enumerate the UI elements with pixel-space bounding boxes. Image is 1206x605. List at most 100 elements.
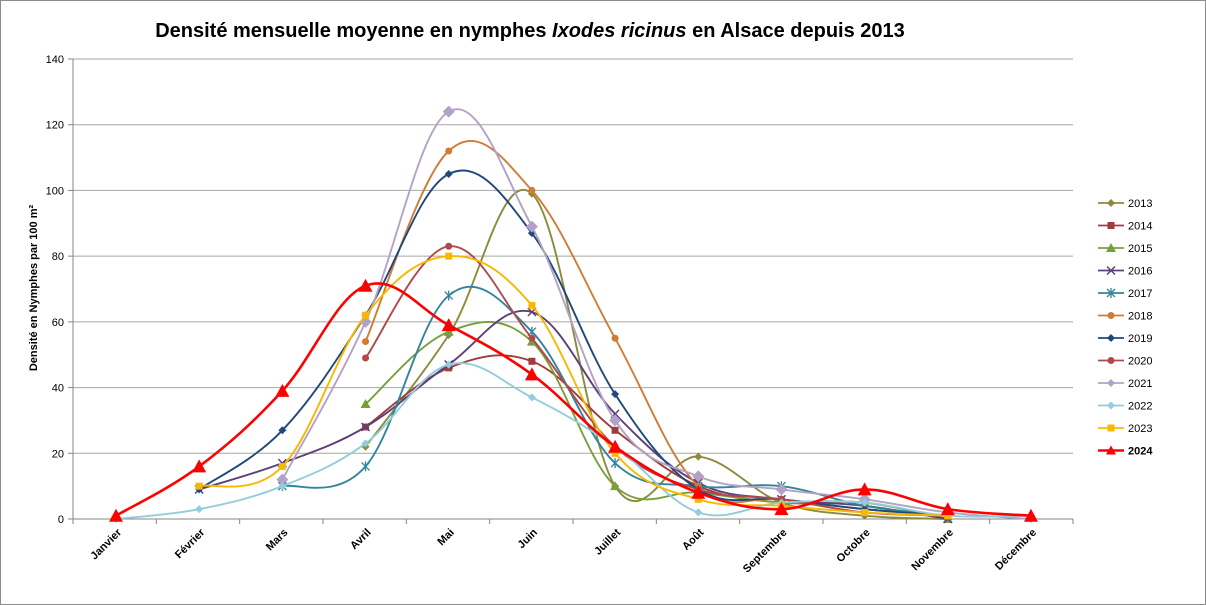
data-point [694, 508, 703, 517]
x-tick-label: Septembre [741, 527, 790, 576]
series-2023 [195, 252, 952, 520]
data-point [445, 252, 453, 260]
data-point [525, 220, 538, 233]
data-point [775, 483, 788, 496]
legend-label: 2024 [1128, 446, 1153, 458]
data-point [362, 311, 370, 319]
series-line-2020 [364, 245, 948, 517]
y-axis-ticks: 0 20 40 60 80 100 120 140 [46, 54, 73, 526]
series-line-2021 [281, 108, 1032, 520]
data-point [275, 383, 290, 397]
series-line-2023 [198, 255, 948, 517]
data-point [528, 186, 536, 194]
legend-swatch-marker [1107, 222, 1115, 229]
series-line-2019 [198, 169, 948, 517]
data-point [276, 473, 289, 486]
legend-item-2021: 2021 [1098, 378, 1152, 390]
x-tick-label: Mars [264, 527, 291, 554]
data-point [611, 390, 620, 399]
data-point [528, 334, 536, 342]
data-point [610, 481, 621, 491]
data-point [443, 326, 454, 336]
x-tick-label: Avril [348, 527, 373, 552]
legend-swatch-marker [1107, 199, 1115, 207]
series-2019 [195, 169, 952, 520]
legend-label: 2015 [1128, 243, 1152, 255]
legend-label: 2022 [1128, 401, 1152, 413]
series-2024 [109, 278, 1038, 522]
data-point [441, 318, 456, 332]
x-tick-label: Octobre [834, 527, 872, 565]
legend-item-2013: 2013 [1098, 198, 1152, 210]
data-point [361, 422, 371, 432]
x-tick-label: Juillet [592, 526, 623, 557]
legend-label: 2019 [1128, 333, 1152, 345]
legend-swatch-marker [1107, 312, 1115, 319]
data-point [278, 462, 286, 470]
data-point [442, 105, 455, 118]
legend-item-2024: 2024 [1098, 445, 1153, 458]
x-axis-ticks: Janvier Février Mars Avril Mai Juin Juillet Aoû… [72, 519, 1074, 576]
y-tick-label: 120 [46, 120, 64, 132]
data-point [195, 505, 204, 514]
series-line-2022 [115, 362, 1032, 520]
data-point [445, 242, 453, 250]
x-tick-label: Août [680, 526, 706, 552]
legend-item-2020: 2020 [1098, 356, 1152, 368]
y-tick-label: 80 [52, 251, 64, 263]
legend-swatch-marker [1107, 334, 1115, 342]
legend-label: 2021 [1128, 378, 1152, 390]
legend-item-2015: 2015 [1098, 243, 1152, 255]
series-line-2013 [364, 189, 948, 520]
series-line-2017 [282, 285, 948, 517]
data-point [528, 301, 536, 309]
data-point [362, 354, 370, 362]
data-point [109, 508, 123, 522]
legend-swatch-marker [1107, 379, 1115, 387]
data-point [527, 393, 536, 402]
data-point [774, 502, 789, 516]
data-point [944, 512, 952, 520]
data-point [857, 482, 872, 496]
y-tick-label: 140 [46, 54, 64, 66]
y-tick-label: 40 [52, 383, 64, 395]
series-2020 [362, 242, 952, 520]
data-point [861, 508, 869, 516]
data-point [444, 170, 453, 178]
y-axis-label: Densité en Nymphes par 100 m² [28, 205, 40, 372]
data-point [362, 338, 370, 346]
series-lines [109, 105, 1038, 524]
legend-label: 2016 [1128, 266, 1152, 278]
y-tick-label: 60 [52, 317, 64, 329]
data-point [694, 452, 703, 461]
data-point [611, 426, 619, 434]
data-point [195, 482, 203, 490]
data-point [524, 367, 539, 381]
data-point [1024, 508, 1038, 522]
legend-swatch-marker [1106, 243, 1116, 252]
x-tick-label: Décembre [993, 527, 1039, 573]
y-tick-label: 20 [52, 448, 64, 460]
data-point [445, 147, 453, 155]
data-point [528, 357, 536, 365]
data-point [278, 426, 287, 435]
data-point [444, 360, 453, 369]
legend-label: 2020 [1128, 356, 1152, 368]
legend-swatch-marker [1106, 288, 1116, 298]
data-point [691, 485, 706, 499]
x-tick-label: Juin [516, 526, 541, 551]
legend-swatch-marker [1106, 445, 1116, 455]
legend-item-2016: 2016 [1098, 266, 1152, 278]
x-tick-label: Mai [435, 527, 456, 548]
data-point [360, 399, 371, 408]
legend-item-2022: 2022 [1098, 401, 1152, 413]
legend-label: 2014 [1128, 221, 1152, 233]
data-point [609, 414, 622, 427]
legend-item-2018: 2018 [1098, 311, 1152, 323]
y-tick-label: 100 [46, 185, 64, 197]
data-point [608, 439, 623, 453]
data-point [611, 334, 619, 342]
data-point [361, 461, 371, 472]
